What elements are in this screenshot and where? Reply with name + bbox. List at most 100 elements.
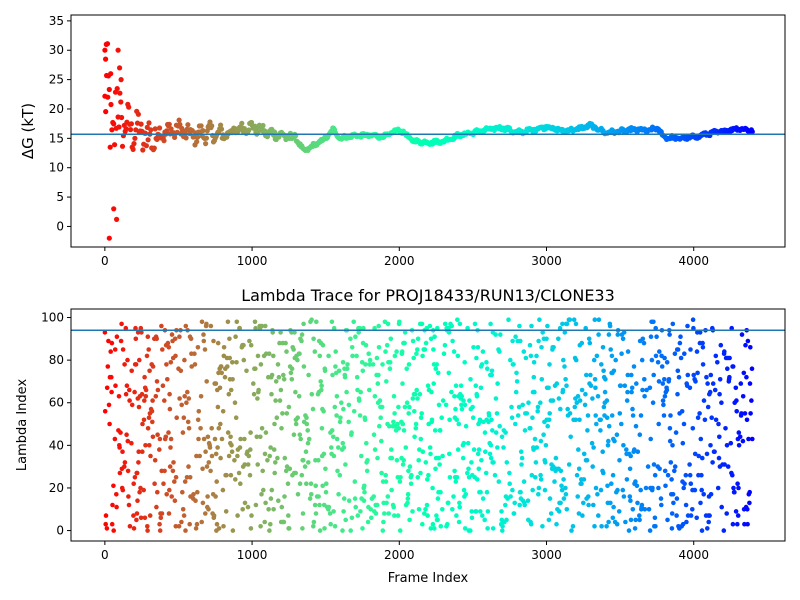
lambda-point	[583, 391, 588, 397]
lambda-point	[132, 475, 138, 480]
dg-point	[112, 142, 118, 148]
lambda-point	[455, 317, 460, 323]
lambda-point	[397, 528, 403, 533]
y-tick-label: 20	[49, 481, 64, 495]
dg-point	[117, 90, 123, 96]
lambda-point	[488, 443, 494, 448]
lambda-point	[163, 434, 169, 440]
lambda-point	[749, 366, 755, 372]
lambda-point	[691, 372, 696, 378]
lambda-point	[367, 362, 373, 367]
lambda-point	[410, 338, 416, 344]
lambda-point	[313, 511, 319, 516]
lambda-point	[186, 396, 192, 401]
lambda-point	[141, 487, 146, 493]
lambda-point	[158, 515, 164, 521]
lambda-point	[730, 364, 736, 369]
lambda-point	[629, 389, 634, 395]
lambda-point	[583, 325, 588, 331]
lambda-point	[271, 353, 276, 359]
lambda-point	[404, 366, 410, 372]
lambda-point	[668, 413, 673, 418]
lambda-point	[267, 528, 272, 533]
lambda-point	[193, 498, 198, 504]
lambda-point	[280, 411, 285, 416]
lambda-point	[213, 494, 218, 499]
lambda-point	[454, 475, 460, 480]
lambda-point	[401, 428, 407, 433]
lambda-point	[738, 381, 744, 386]
lambda-point	[269, 487, 275, 493]
lambda-point	[418, 436, 424, 442]
lambda-point	[619, 421, 624, 427]
lambda-point	[110, 502, 115, 508]
lambda-point	[523, 355, 529, 361]
lambda-point	[633, 517, 638, 523]
lambda-point	[268, 496, 274, 501]
lambda-point	[103, 513, 109, 518]
lambda-point	[402, 404, 408, 410]
lambda-point	[434, 362, 440, 367]
lambda-point	[677, 340, 683, 346]
lambda-point	[233, 477, 238, 482]
lambda-point	[533, 475, 538, 480]
lambda-point	[234, 360, 239, 365]
lambda-point	[495, 445, 500, 450]
lambda-point	[536, 338, 541, 344]
lambda-point	[183, 323, 189, 329]
lambda-point	[634, 381, 639, 386]
lambda-point	[367, 357, 373, 363]
lambda-point	[591, 357, 597, 363]
lambda-point	[217, 385, 223, 391]
lambda-point	[184, 400, 189, 406]
lambda-point	[182, 479, 188, 484]
lambda-point	[690, 317, 696, 323]
lambda-point	[153, 394, 159, 399]
dg-point	[203, 135, 209, 141]
lambda-point	[545, 323, 550, 329]
lambda-point	[710, 381, 716, 386]
lambda-point	[269, 372, 275, 378]
lambda-point	[457, 321, 463, 327]
lambda-point	[649, 357, 655, 363]
lambda-point	[630, 406, 635, 412]
lambda-point	[739, 411, 744, 416]
lambda-point	[547, 496, 553, 501]
lambda-point	[209, 453, 215, 459]
lambda-point	[682, 481, 687, 487]
lambda-point	[493, 430, 499, 435]
lambda-point	[149, 409, 155, 414]
lambda-point	[672, 464, 678, 469]
lambda-point	[451, 494, 456, 499]
lambda-point	[236, 470, 242, 476]
lambda-point	[651, 372, 656, 378]
lambda-point	[415, 347, 420, 352]
lambda-point	[624, 447, 629, 452]
lambda-point	[328, 521, 334, 527]
lambda-point	[142, 398, 147, 403]
lambda-point	[329, 428, 335, 433]
lambda-point	[402, 340, 407, 346]
lambda-point	[218, 421, 223, 427]
dg-point	[107, 144, 113, 150]
lambda-point	[593, 385, 598, 391]
lambda-point	[467, 398, 472, 403]
lambda-point	[699, 487, 704, 493]
lambda-point	[590, 396, 595, 401]
lambda-point	[279, 426, 284, 431]
lambda-point	[679, 409, 685, 414]
lambda-point	[611, 368, 617, 374]
lambda-point	[559, 483, 564, 489]
lambda-point	[357, 325, 363, 331]
lambda-point	[346, 402, 352, 408]
lambda-point	[143, 394, 149, 399]
lambda-point	[485, 526, 490, 531]
lambda-point	[609, 413, 615, 418]
dg-point	[183, 135, 189, 141]
lambda-point	[160, 383, 166, 389]
lambda-point	[299, 332, 305, 337]
lambda-point	[725, 366, 730, 372]
lambda-point	[165, 377, 170, 382]
lambda-point	[519, 455, 525, 461]
lambda-point	[590, 464, 595, 469]
